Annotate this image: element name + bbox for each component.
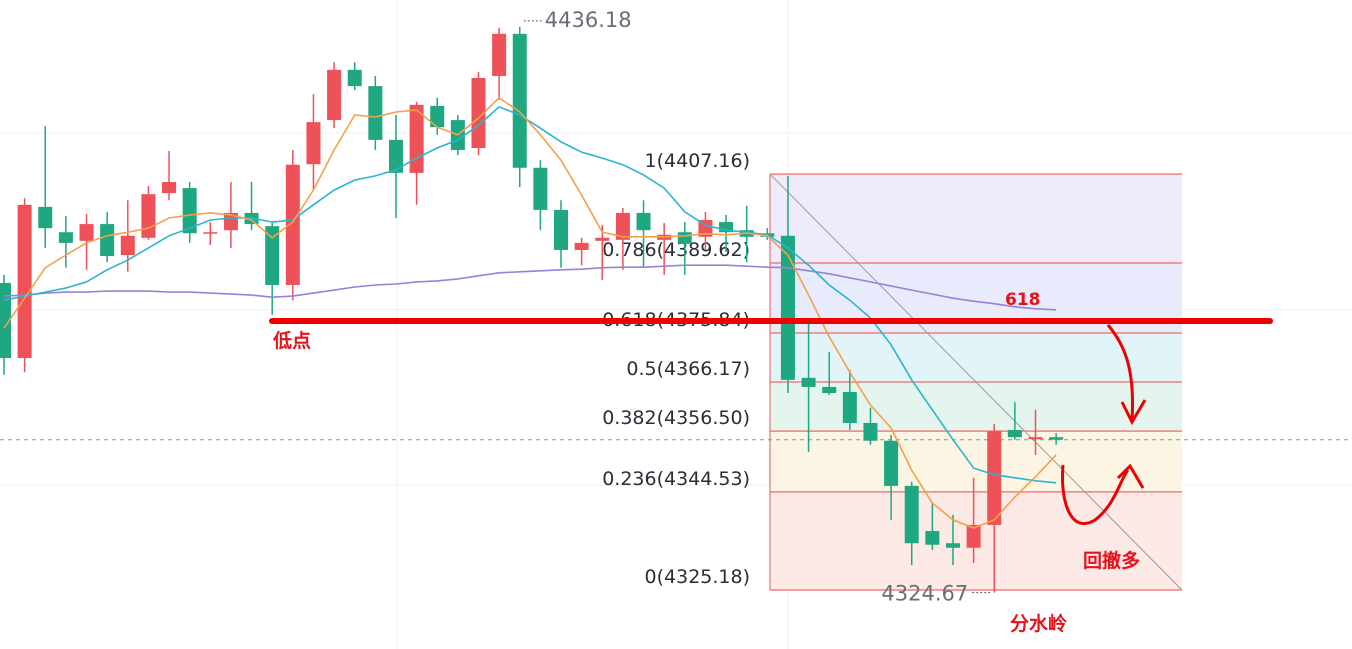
moving-average [3,96,1057,529]
overlay: 低点 618 回撤多 分水岭 [269,290,1273,635]
fib-zone [770,174,1182,264]
candle-body [822,386,837,394]
annotation: 回撤多 [1083,549,1140,572]
candle-body [100,224,115,257]
candle-body [265,226,280,285]
fib-zone [770,382,1182,432]
candle-body [966,524,981,548]
fib-level-label: 0.236(4344.53) [602,468,750,490]
hand-arrow [1106,324,1147,426]
candle-body [471,77,486,148]
candle-body [904,485,919,544]
candle-body [636,212,651,231]
candle-body [884,440,899,486]
candle-body [698,220,713,237]
candle-body [842,392,857,423]
candle-body [554,209,569,250]
candle-body [512,33,527,168]
fib-level-label: 1(4407.16) [645,150,750,172]
candle-body [1028,437,1043,440]
annotation: 低点 [272,329,311,352]
candle-body [38,206,53,229]
high-label: 4436.18 [545,8,632,32]
candle-body [17,204,32,359]
candle-body [203,232,218,234]
candle-body [780,235,795,380]
moving-averages: 4436.18 4324.67 [3,8,1057,606]
candle-body [430,105,445,128]
candle-body [79,224,94,241]
candle-body [574,242,589,250]
moving-average [3,264,1057,311]
annotation: 618 [1005,290,1041,310]
candle-body [368,86,383,140]
candle-body [945,543,960,548]
candle-body [1007,430,1022,438]
candle-body [0,282,11,359]
candle-body [677,232,692,244]
hand-arrow [1061,463,1145,526]
candle-body [162,181,177,194]
candle-body [987,431,1002,525]
candle-body [306,122,321,165]
fib-zone [770,431,1182,492]
fib-level-label: 0.382(4356.50) [602,407,750,429]
candle-body [1049,437,1064,440]
trend-line [769,173,1183,591]
fib-retracement: 1(4407.16)0.786(4389.62)0.618(4375.84)0.… [0,150,1352,591]
candle-body [615,212,630,240]
fib-level-label: 0(4325.18) [645,566,750,588]
candles [0,26,1064,593]
candle-body [141,194,156,238]
candle-body [182,188,197,234]
candle-body [863,422,878,441]
low-label: 4324.67 [881,582,968,606]
candle-body [533,167,548,210]
candle-body [285,164,300,285]
fib-level-label: 0.5(4366.17) [626,358,750,380]
candle-body [409,104,424,173]
candle-body [388,139,403,173]
candle-body [719,222,734,233]
fib-level-label: 0.786(4389.62) [602,239,750,261]
candle-body [492,33,507,76]
annotation: 分水岭 [1010,612,1067,635]
candle-body [347,69,362,87]
candle-body [58,232,73,243]
candle-body [120,235,135,256]
candle-body [327,69,342,121]
fib-zone [770,332,1182,383]
candle-body [801,377,816,387]
moving-average [3,105,1057,484]
candle-body [925,531,940,545]
candle-body [595,237,610,241]
